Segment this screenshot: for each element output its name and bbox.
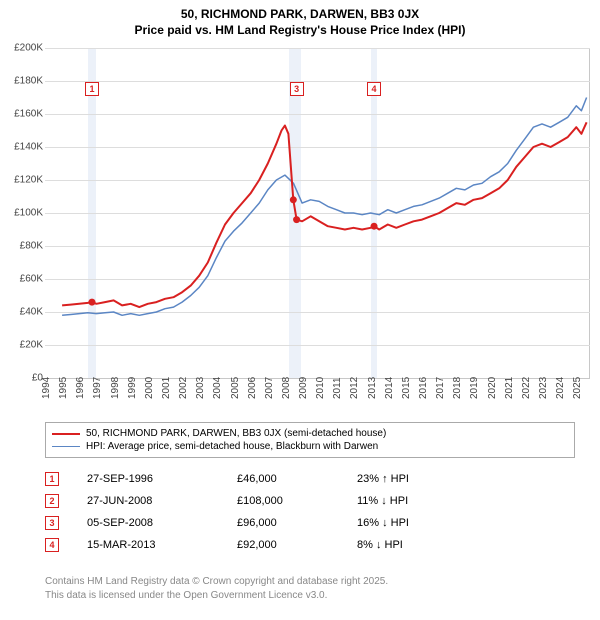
footer-line-2: This data is licensed under the Open Gov… — [45, 589, 575, 603]
x-tick-label: 2002 — [178, 377, 189, 399]
sale-delta: 23% ↑ HPI — [357, 473, 497, 485]
series-property — [62, 122, 587, 307]
sale-marker-4: 4 — [367, 82, 381, 96]
sale-row: 3 05-SEP-2008£96,00016% ↓ HPI — [45, 512, 575, 534]
x-tick-label: 1999 — [127, 377, 138, 399]
sale-date: 27-JUN-2008 — [87, 495, 237, 507]
y-tick-label: £20K — [1, 340, 43, 351]
x-tick-label: 2023 — [538, 377, 549, 399]
sale-dot-1 — [88, 299, 95, 306]
sale-row-marker: 4 — [45, 538, 59, 552]
title-address: 50, RICHMOND PARK, DARWEN, BB3 0JX — [0, 6, 600, 22]
sale-dot-3 — [293, 216, 300, 223]
x-tick-label: 2011 — [332, 377, 343, 399]
sale-marker-3: 3 — [290, 82, 304, 96]
sale-row: 1 27-SEP-1996£46,00023% ↑ HPI — [45, 468, 575, 490]
sale-delta: 11% ↓ HPI — [357, 495, 497, 507]
x-tick-label: 2000 — [144, 377, 155, 399]
x-tick-label: 2018 — [452, 377, 463, 399]
x-tick-label: 2019 — [469, 377, 480, 399]
legend-label: 50, RICHMOND PARK, DARWEN, BB3 0JX (semi… — [86, 428, 386, 439]
sale-row: 2 27-JUN-2008£108,00011% ↓ HPI — [45, 490, 575, 512]
x-tick-label: 2005 — [230, 377, 241, 399]
x-tick-label: 2024 — [555, 377, 566, 399]
plot-surface: £0£20K£40K£60K£80K£100K£120K£140K£160K£1… — [45, 48, 590, 378]
legend-swatch — [52, 446, 80, 447]
x-tick-label: 2016 — [418, 377, 429, 399]
sale-price: £46,000 — [237, 473, 357, 485]
y-tick-label: £40K — [1, 307, 43, 318]
sale-delta: 8% ↓ HPI — [357, 539, 497, 551]
x-tick-label: 2001 — [161, 377, 172, 399]
legend-swatch — [52, 433, 80, 435]
footer-attribution: Contains HM Land Registry data © Crown c… — [45, 575, 575, 602]
sale-date: 27-SEP-1996 — [87, 473, 237, 485]
sale-price: £92,000 — [237, 539, 357, 551]
x-tick-label: 2017 — [435, 377, 446, 399]
x-tick-label: 2013 — [367, 377, 378, 399]
x-tick-label: 2006 — [247, 377, 258, 399]
sale-row-marker: 3 — [45, 516, 59, 530]
sale-price: £108,000 — [237, 495, 357, 507]
sale-price: £96,000 — [237, 517, 357, 529]
x-axis: 1994199519961997199819992000200120022003… — [45, 378, 590, 428]
sale-row: 4 15-MAR-2013£92,0008% ↓ HPI — [45, 534, 575, 556]
x-tick-label: 1997 — [92, 377, 103, 399]
sales-table: 1 27-SEP-1996£46,00023% ↑ HPI 2 27-JUN-2008… — [45, 468, 575, 556]
legend-item: HPI: Average price, semi-detached house,… — [52, 440, 568, 453]
x-tick-label: 2014 — [384, 377, 395, 399]
sale-delta: 16% ↓ HPI — [357, 517, 497, 529]
x-tick-label: 2007 — [264, 377, 275, 399]
x-tick-label: 2009 — [298, 377, 309, 399]
line-layer — [45, 48, 590, 378]
series-hpi — [62, 98, 587, 316]
sale-date: 05-SEP-2008 — [87, 517, 237, 529]
y-tick-label: £100K — [1, 208, 43, 219]
sale-marker-1: 1 — [85, 82, 99, 96]
legend-item: 50, RICHMOND PARK, DARWEN, BB3 0JX (semi… — [52, 427, 568, 440]
x-tick-label: 1996 — [75, 377, 86, 399]
y-tick-label: £200K — [1, 43, 43, 54]
title-subtitle: Price paid vs. HM Land Registry's House … — [0, 22, 600, 38]
y-tick-label: £80K — [1, 241, 43, 252]
x-tick-label: 1998 — [110, 377, 121, 399]
x-tick-label: 2012 — [349, 377, 360, 399]
x-tick-label: 2008 — [281, 377, 292, 399]
legend-label: HPI: Average price, semi-detached house,… — [86, 441, 378, 452]
sale-row-marker: 2 — [45, 494, 59, 508]
x-tick-label: 2022 — [521, 377, 532, 399]
y-tick-label: £120K — [1, 175, 43, 186]
title-block: 50, RICHMOND PARK, DARWEN, BB3 0JX Price… — [0, 0, 600, 38]
y-tick-label: £60K — [1, 274, 43, 285]
x-tick-label: 1995 — [58, 377, 69, 399]
sale-date: 15-MAR-2013 — [87, 539, 237, 551]
x-tick-label: 2010 — [315, 377, 326, 399]
chart-container: 50, RICHMOND PARK, DARWEN, BB3 0JX Price… — [0, 0, 600, 620]
x-tick-label: 2025 — [572, 377, 583, 399]
y-tick-label: £160K — [1, 109, 43, 120]
y-tick-label: £0 — [1, 373, 43, 384]
chart-area: £0£20K£40K£60K£80K£100K£120K£140K£160K£1… — [45, 48, 590, 378]
sale-dot-4 — [371, 223, 378, 230]
x-tick-label: 1994 — [41, 377, 52, 399]
footer-line-1: Contains HM Land Registry data © Crown c… — [45, 575, 575, 589]
x-tick-label: 2020 — [487, 377, 498, 399]
y-tick-label: £140K — [1, 142, 43, 153]
y-tick-label: £180K — [1, 76, 43, 87]
legend-box: 50, RICHMOND PARK, DARWEN, BB3 0JX (semi… — [45, 422, 575, 458]
sale-dot-2 — [290, 196, 297, 203]
x-tick-label: 2015 — [401, 377, 412, 399]
x-tick-label: 2004 — [212, 377, 223, 399]
x-tick-label: 2003 — [195, 377, 206, 399]
sale-row-marker: 1 — [45, 472, 59, 486]
x-tick-label: 2021 — [504, 377, 515, 399]
